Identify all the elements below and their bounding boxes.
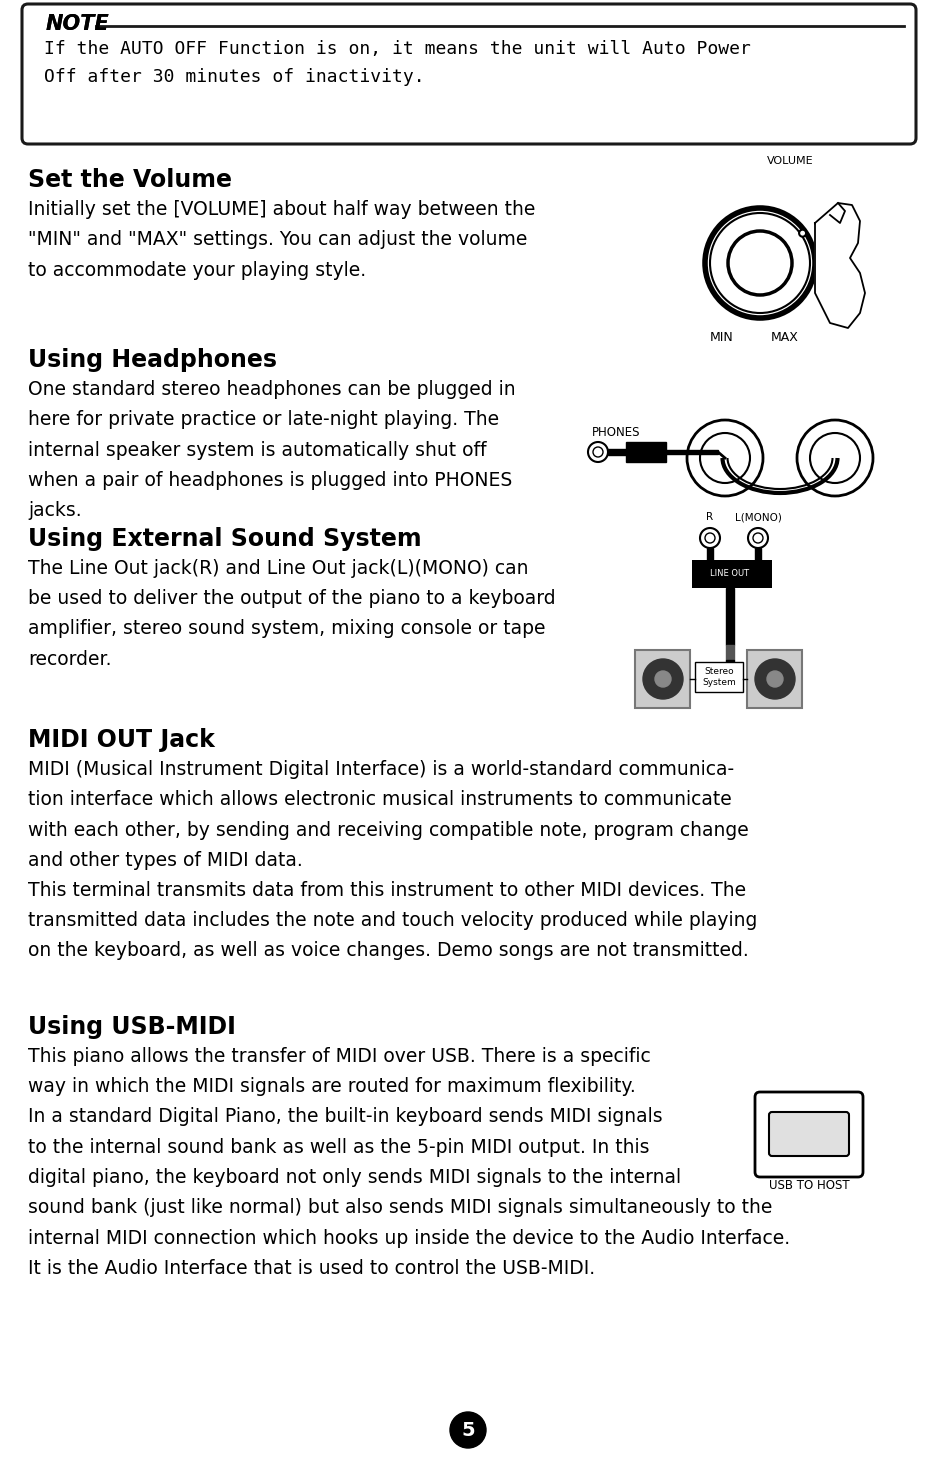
Text: NOTE: NOTE: [46, 15, 110, 34]
Polygon shape: [42, 7, 95, 28]
Text: If the AUTO OFF Function is on, it means the unit will Auto Power
Off after 30 m: If the AUTO OFF Function is on, it means…: [44, 39, 750, 86]
Text: Set the Volume: Set the Volume: [28, 168, 232, 192]
Polygon shape: [707, 548, 712, 559]
Polygon shape: [725, 667, 733, 675]
Text: Using Headphones: Using Headphones: [28, 348, 277, 372]
Polygon shape: [814, 203, 864, 328]
FancyBboxPatch shape: [22, 4, 915, 144]
Text: VOLUME: VOLUME: [766, 156, 812, 166]
Polygon shape: [625, 441, 665, 462]
Text: L(MONO): L(MONO): [734, 511, 781, 522]
Text: PHONES: PHONES: [592, 425, 640, 439]
Polygon shape: [607, 449, 625, 455]
Circle shape: [798, 230, 805, 236]
Text: The Line Out jack(R) and Line Out jack(L)(MONO) can
be used to deliver the outpu: The Line Out jack(R) and Line Out jack(L…: [28, 559, 555, 669]
Circle shape: [754, 659, 794, 699]
Bar: [635, 650, 689, 708]
Text: One standard stereo headphones can be plugged in
here for private practice or la: One standard stereo headphones can be pl…: [28, 380, 515, 520]
Text: R: R: [706, 511, 713, 522]
Bar: [695, 661, 742, 692]
FancyBboxPatch shape: [692, 559, 771, 589]
Circle shape: [642, 659, 682, 699]
Polygon shape: [754, 548, 760, 559]
Text: MIN: MIN: [709, 331, 733, 344]
Text: Using USB-MIDI: Using USB-MIDI: [28, 1016, 236, 1039]
Text: Using External Sound System: Using External Sound System: [28, 527, 421, 551]
Polygon shape: [725, 589, 733, 645]
Polygon shape: [665, 450, 717, 455]
Text: NOTE: NOTE: [46, 15, 110, 34]
Text: MIDI (Musical Instrument Digital Interface) is a world-standard communica-
tion : MIDI (Musical Instrument Digital Interfa…: [28, 761, 756, 960]
Bar: [746, 650, 801, 708]
Polygon shape: [725, 645, 733, 660]
FancyBboxPatch shape: [754, 1091, 862, 1177]
Text: This piano allows the transfer of MIDI over USB. There is a specific
way in whic: This piano allows the transfer of MIDI o…: [28, 1048, 789, 1278]
Text: USB TO HOST: USB TO HOST: [768, 1179, 848, 1192]
Text: Stereo
System: Stereo System: [701, 667, 735, 686]
Text: MAX: MAX: [770, 331, 798, 344]
FancyBboxPatch shape: [768, 1112, 848, 1155]
Text: LINE OUT: LINE OUT: [709, 570, 749, 578]
Text: 5: 5: [461, 1421, 475, 1440]
Text: MIDI OUT Jack: MIDI OUT Jack: [28, 728, 214, 752]
Polygon shape: [725, 660, 733, 667]
Text: Initially set the [VOLUME] about half way between the
"MIN" and "MAX" settings. : Initially set the [VOLUME] about half wa…: [28, 200, 534, 280]
Circle shape: [767, 672, 782, 688]
Circle shape: [449, 1412, 486, 1448]
Circle shape: [654, 672, 670, 688]
